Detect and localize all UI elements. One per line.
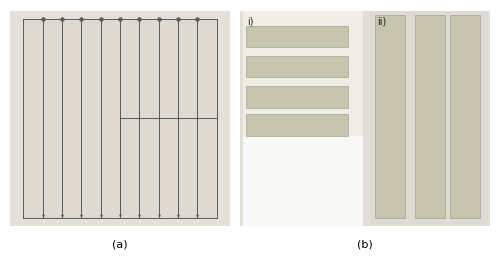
Bar (246, 114, 348, 136)
Bar (450, 15, 480, 218)
Text: i): i) (248, 17, 254, 27)
Text: (b): (b) (357, 240, 373, 250)
Bar (246, 56, 348, 77)
Bar (246, 26, 348, 47)
Text: (a): (a) (112, 240, 128, 250)
Bar (242, 136, 362, 226)
Bar (246, 86, 348, 108)
Bar (414, 15, 445, 218)
Bar (242, 11, 362, 136)
Bar (242, 11, 362, 226)
Text: ii): ii) (378, 17, 387, 27)
Bar (374, 15, 406, 218)
Bar (370, 11, 488, 226)
Bar (23, 19, 217, 218)
